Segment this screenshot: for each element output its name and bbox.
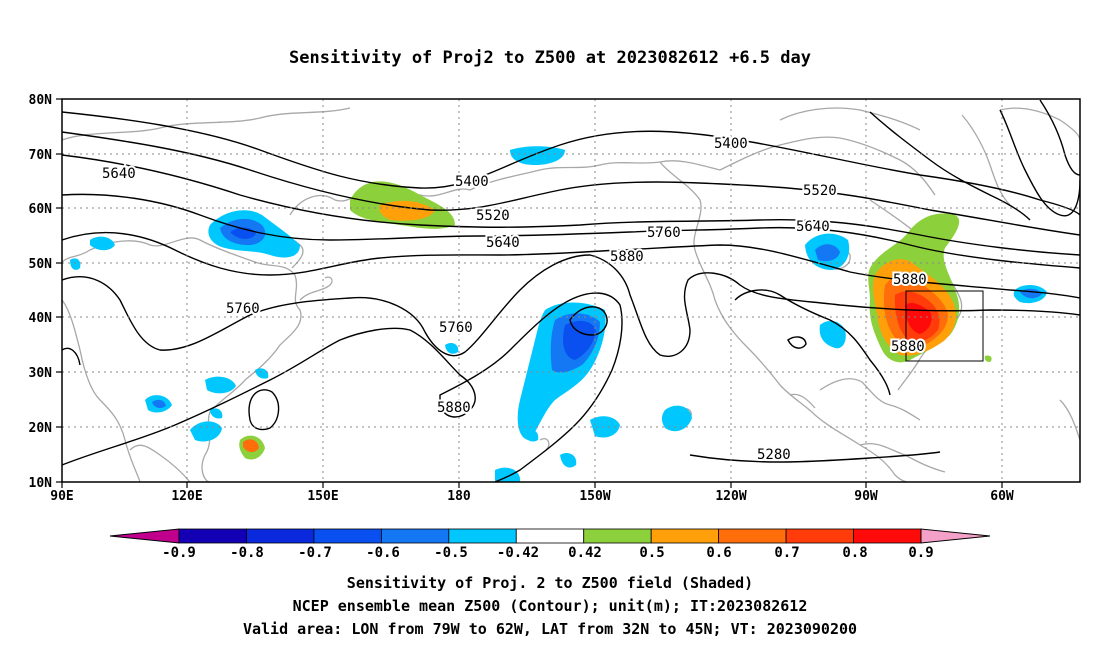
colorbar-box (313, 528, 382, 544)
lon-label: 120W (715, 489, 746, 504)
caption-line-1: Sensitivity of Proj. 2 to Z500 field (Sh… (346, 574, 754, 592)
contour-label: 5880 (893, 272, 927, 288)
colorbar-label: 0.5 (639, 545, 664, 561)
lat-label: 70N (29, 148, 53, 163)
colorbar-box (246, 528, 315, 544)
colorbar-label: 0.42 (568, 545, 602, 561)
lat-label: 10N (29, 476, 53, 491)
contour-label: 5640 (486, 235, 520, 251)
valid-area-box (905, 290, 984, 362)
contour-label: 5640 (102, 166, 136, 182)
caption-line-3: Valid area: LON from 79W to 62W, LAT fro… (242, 620, 858, 638)
contour-label: 5280 (757, 447, 791, 463)
colorbar: -0.9 -0.8 -0.7 -0.6 -0.5 -0.42 0.42 0.5 … (109, 528, 991, 561)
contour-label: 5520 (803, 183, 837, 199)
colorbar-label: -0.7 (298, 545, 332, 561)
colorbar-label: -0.9 (162, 545, 196, 561)
colorbar-label: 0.8 (842, 545, 867, 561)
colorbar-label: 0.9 (908, 545, 933, 561)
lon-labels: 90E 120E 150E 180 150W 120W 90W 60W (50, 489, 1014, 504)
colorbar-label: -0.8 (230, 545, 264, 561)
contour-labels: 5400 5400 5520 5520 5640 5640 5640 5760 … (100, 134, 929, 465)
axis-ticks (56, 98, 1003, 488)
colorbar-box (380, 528, 450, 544)
lat-label: 30N (29, 366, 53, 381)
lat-label: 80N (29, 93, 53, 108)
caption-line-2: NCEP ensemble mean Z500 (Contour); unit(… (292, 597, 808, 615)
colorbar-labels: -0.9 -0.8 -0.7 -0.6 -0.5 -0.42 0.42 0.5 … (162, 545, 934, 561)
lon-label: 180 (447, 489, 471, 504)
lon-label: 60W (990, 489, 1014, 504)
contour-label: 5760 (647, 225, 681, 241)
sensitivity-shading (70, 146, 1047, 482)
lat-label: 40N (29, 311, 53, 326)
colorbar-box (448, 528, 517, 544)
colorbar-label: 0.6 (706, 545, 731, 561)
contour-label: 5640 (796, 219, 830, 235)
contour-label: 5880 (610, 249, 644, 265)
colorbar-box (515, 528, 585, 544)
colorbar-box (853, 528, 922, 544)
colorbar-right-arrow (920, 528, 991, 544)
lat-labels: 80N 70N 60N 50N 40N 30N 20N 10N (29, 93, 53, 491)
lon-label: 90W (854, 489, 878, 504)
map-title: Sensitivity of Proj2 to Z500 at 20230826… (289, 48, 811, 68)
contour-label: 5400 (455, 174, 489, 190)
contour-label: 5760 (226, 301, 260, 317)
lon-label: 90E (50, 489, 73, 504)
colorbar-box (718, 528, 787, 544)
contour-label: 5880 (437, 400, 471, 416)
contour-label: 5880 (891, 339, 925, 355)
colorbar-box (583, 528, 652, 544)
lat-label: 20N (29, 421, 53, 436)
z500-contours (62, 99, 1080, 482)
grid-lines (62, 99, 1080, 482)
lon-label: 150W (579, 489, 610, 504)
colorbar-left-arrow (109, 528, 180, 544)
lat-label: 50N (29, 257, 53, 272)
colorbar-label: 0.7 (774, 545, 799, 561)
colorbar-label: -0.6 (366, 545, 400, 561)
lon-label: 150E (307, 489, 338, 504)
lat-label: 60N (29, 202, 53, 217)
colorbar-box (650, 528, 720, 544)
colorbar-box (178, 528, 247, 544)
lon-label: 120E (171, 489, 202, 504)
plot-frame (61, 98, 1081, 483)
contour-label: 5400 (714, 136, 748, 152)
contour-label: 5760 (439, 320, 473, 336)
contour-label: 5520 (476, 208, 510, 224)
colorbar-label: -0.5 (434, 545, 468, 561)
colorbar-boxes (109, 528, 991, 544)
colorbar-label: -0.42 (497, 545, 539, 561)
colorbar-box (785, 528, 854, 544)
